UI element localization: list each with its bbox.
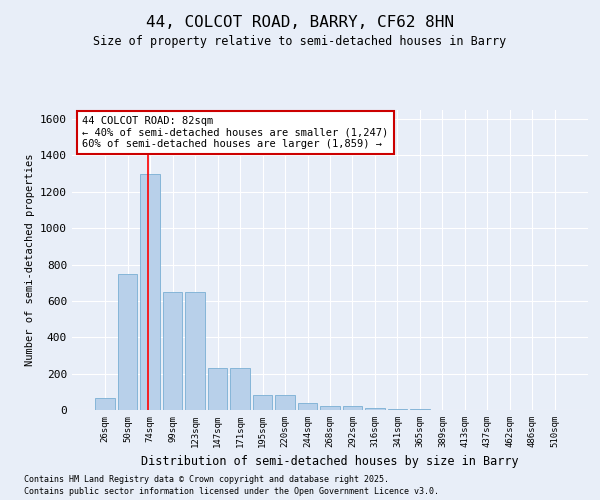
Text: Size of property relative to semi-detached houses in Barry: Size of property relative to semi-detach… — [94, 35, 506, 48]
Text: 44 COLCOT ROAD: 82sqm
← 40% of semi-detached houses are smaller (1,247)
60% of s: 44 COLCOT ROAD: 82sqm ← 40% of semi-deta… — [82, 116, 389, 149]
Bar — [410, 409, 430, 410]
Text: 44, COLCOT ROAD, BARRY, CF62 8HN: 44, COLCOT ROAD, BARRY, CF62 8HN — [146, 15, 454, 30]
Bar — [320, 406, 340, 410]
Bar — [208, 368, 227, 410]
Bar — [365, 408, 385, 410]
Bar — [95, 398, 115, 410]
Y-axis label: Number of semi-detached properties: Number of semi-detached properties — [25, 154, 35, 366]
Bar — [343, 406, 362, 410]
Bar — [253, 396, 272, 410]
Bar — [163, 292, 182, 410]
Bar — [298, 402, 317, 410]
Bar — [118, 274, 137, 410]
Text: Contains HM Land Registry data © Crown copyright and database right 2025.: Contains HM Land Registry data © Crown c… — [24, 475, 389, 484]
Bar — [185, 292, 205, 410]
Text: Contains public sector information licensed under the Open Government Licence v3: Contains public sector information licen… — [24, 488, 439, 496]
Bar — [388, 409, 407, 410]
Bar — [230, 368, 250, 410]
X-axis label: Distribution of semi-detached houses by size in Barry: Distribution of semi-detached houses by … — [141, 456, 519, 468]
Bar — [275, 396, 295, 410]
Bar — [140, 174, 160, 410]
